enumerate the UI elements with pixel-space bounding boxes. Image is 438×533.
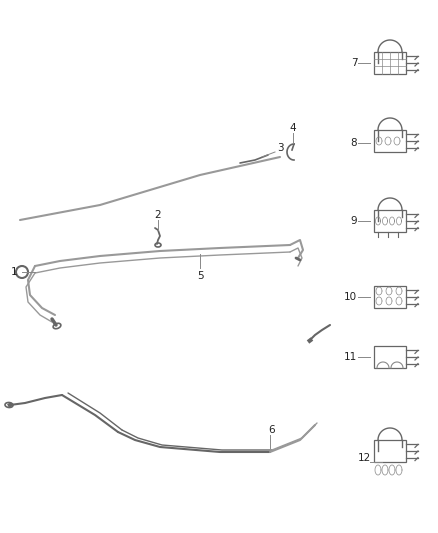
Bar [374,346,406,368]
Text: 4: 4 [290,123,297,133]
Text: 6: 6 [268,425,276,435]
Text: 2: 2 [155,210,161,220]
Text: 1: 1 [11,267,18,277]
Text: 11: 11 [343,352,357,362]
Text: 7: 7 [351,58,357,68]
Bar [374,286,406,308]
Text: 8: 8 [351,138,357,148]
Bar [374,210,406,232]
Text: 10: 10 [343,292,357,302]
Bar [374,52,406,74]
Text: 9: 9 [351,216,357,226]
Bar [374,440,406,462]
Text: 5: 5 [197,271,203,281]
Text: 3: 3 [277,143,283,153]
Text: 12: 12 [357,453,371,463]
Bar [374,130,406,152]
